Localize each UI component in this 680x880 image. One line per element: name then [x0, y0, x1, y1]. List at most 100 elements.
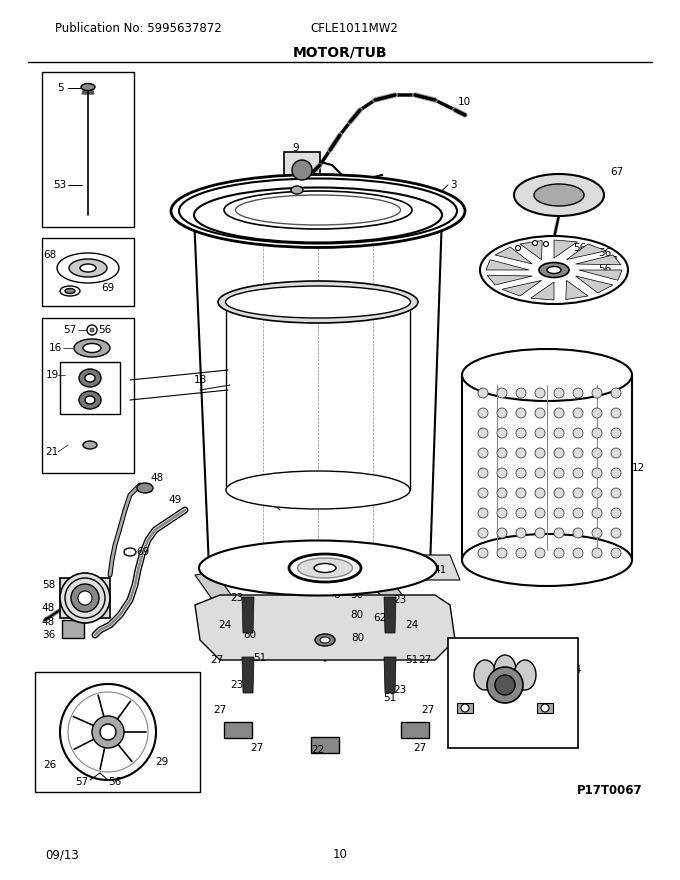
- Text: 3B: 3B: [291, 300, 305, 310]
- Circle shape: [478, 508, 488, 518]
- Polygon shape: [195, 595, 455, 660]
- Text: 80: 80: [243, 630, 256, 640]
- Polygon shape: [502, 281, 541, 296]
- Text: 40: 40: [462, 640, 475, 650]
- Circle shape: [554, 528, 564, 538]
- Circle shape: [592, 408, 602, 418]
- Text: 23: 23: [393, 685, 407, 695]
- Ellipse shape: [74, 339, 110, 357]
- Circle shape: [573, 508, 583, 518]
- Ellipse shape: [226, 471, 410, 509]
- Ellipse shape: [314, 563, 336, 573]
- Circle shape: [573, 528, 583, 538]
- Text: 24: 24: [218, 620, 232, 630]
- Circle shape: [611, 508, 621, 518]
- Circle shape: [592, 448, 602, 458]
- Text: P17T0067: P17T0067: [577, 783, 643, 796]
- Text: 36: 36: [41, 630, 55, 640]
- Bar: [537, 703, 553, 713]
- Ellipse shape: [79, 369, 101, 387]
- Circle shape: [611, 488, 621, 498]
- Text: 68: 68: [44, 250, 56, 260]
- Text: 45: 45: [256, 490, 269, 500]
- Circle shape: [592, 468, 602, 478]
- Bar: [60, 362, 120, 414]
- Text: 48: 48: [41, 617, 55, 627]
- Circle shape: [611, 468, 621, 478]
- Circle shape: [497, 508, 507, 518]
- Ellipse shape: [226, 286, 411, 318]
- Text: 19: 19: [46, 370, 58, 380]
- Text: 21: 21: [46, 447, 58, 457]
- Polygon shape: [495, 247, 532, 264]
- Ellipse shape: [79, 391, 101, 409]
- Circle shape: [543, 241, 549, 246]
- Text: 58: 58: [41, 580, 55, 590]
- Circle shape: [497, 428, 507, 438]
- Ellipse shape: [137, 483, 153, 493]
- Text: 56: 56: [99, 325, 112, 335]
- Circle shape: [554, 508, 564, 518]
- Text: 69: 69: [206, 560, 220, 570]
- Ellipse shape: [514, 660, 536, 690]
- Circle shape: [478, 388, 488, 398]
- Circle shape: [573, 548, 583, 558]
- Circle shape: [532, 240, 537, 246]
- Circle shape: [611, 388, 621, 398]
- Circle shape: [611, 408, 621, 418]
- Polygon shape: [487, 275, 532, 285]
- Circle shape: [554, 548, 564, 558]
- Circle shape: [516, 388, 526, 398]
- Circle shape: [573, 388, 583, 398]
- Text: 33: 33: [333, 193, 347, 203]
- Ellipse shape: [60, 286, 80, 296]
- Circle shape: [497, 388, 507, 398]
- Circle shape: [90, 328, 94, 332]
- Ellipse shape: [69, 259, 107, 277]
- Text: 22: 22: [311, 745, 324, 755]
- Text: 12: 12: [631, 463, 645, 473]
- Ellipse shape: [83, 343, 101, 353]
- Circle shape: [292, 160, 312, 180]
- Text: 53: 53: [53, 180, 67, 190]
- Text: 27: 27: [418, 655, 432, 665]
- Circle shape: [573, 408, 583, 418]
- Bar: [42, 238, 134, 306]
- Text: 80: 80: [386, 208, 398, 218]
- Circle shape: [68, 692, 148, 772]
- Polygon shape: [380, 555, 460, 580]
- Text: 18: 18: [193, 375, 207, 385]
- Text: 09/13: 09/13: [45, 848, 79, 862]
- Text: 27: 27: [214, 705, 226, 715]
- Circle shape: [573, 448, 583, 458]
- Circle shape: [60, 684, 156, 780]
- Circle shape: [516, 408, 526, 418]
- Text: 26: 26: [44, 760, 56, 770]
- Ellipse shape: [85, 396, 95, 404]
- Ellipse shape: [534, 184, 584, 206]
- Circle shape: [516, 548, 526, 558]
- Polygon shape: [566, 281, 588, 299]
- Text: 52: 52: [378, 553, 392, 563]
- Circle shape: [87, 325, 97, 335]
- Circle shape: [478, 528, 488, 538]
- Text: 49: 49: [169, 495, 182, 505]
- Ellipse shape: [298, 558, 352, 578]
- Text: 23: 23: [231, 680, 243, 690]
- Text: 57: 57: [75, 777, 88, 787]
- Circle shape: [592, 528, 602, 538]
- Circle shape: [535, 548, 545, 558]
- Ellipse shape: [547, 267, 561, 274]
- Circle shape: [92, 716, 124, 748]
- Circle shape: [592, 388, 602, 398]
- Text: 34: 34: [568, 665, 581, 675]
- Bar: [401, 722, 429, 738]
- Circle shape: [592, 428, 602, 438]
- Ellipse shape: [462, 349, 632, 401]
- Bar: [42, 72, 134, 227]
- Text: 30: 30: [350, 590, 364, 600]
- Ellipse shape: [80, 264, 96, 272]
- Circle shape: [592, 548, 602, 558]
- Polygon shape: [554, 240, 577, 258]
- Text: 56: 56: [598, 264, 611, 274]
